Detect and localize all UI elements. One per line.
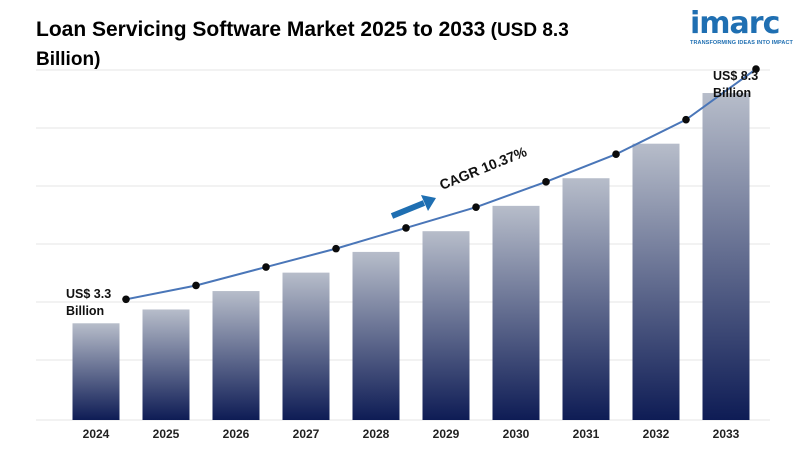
trend-marker-2027: [332, 244, 340, 253]
bar-2028: [352, 251, 400, 420]
trend-marker-2032: [682, 115, 690, 124]
x-tick-2033: 2033: [713, 427, 740, 441]
x-tick-2029: 2029: [433, 427, 460, 441]
logo-tagline: TRANSFORMING IDEAS INTO IMPACT: [690, 40, 794, 46]
trend-marker-2024: [122, 295, 130, 304]
bar-2030: [492, 205, 540, 420]
bar-2027: [282, 272, 330, 420]
bar-2025: [142, 309, 190, 420]
trend-marker-2029: [472, 203, 480, 211]
bar-2033: [702, 93, 750, 421]
x-tick-2028: 2028: [363, 427, 390, 441]
x-tick-2026: 2026: [223, 427, 250, 441]
x-tick-2025: 2025: [153, 427, 180, 441]
trend-marker-2031: [612, 150, 620, 159]
trend-line: [122, 65, 760, 304]
bar-2024: [72, 323, 120, 420]
x-tick-2032: 2032: [643, 427, 670, 441]
bar-2031: [562, 178, 610, 420]
chart-title: Loan Servicing Software Market 2025 to 2…: [36, 16, 656, 74]
x-tick-2031: 2031: [573, 427, 600, 441]
trend-polyline: [125, 68, 757, 301]
trend-marker-2028: [402, 224, 410, 232]
title-main: Loan Servicing Software Market 2025 to 2…: [36, 18, 486, 41]
trend-marker-2033: [752, 65, 760, 73]
title-sub-line2: Billion: [36, 49, 95, 70]
bar-2029: [422, 231, 470, 420]
x-tick-2024: 2024: [83, 427, 110, 441]
start-annotation-line2: Billion: [66, 304, 104, 318]
logo-wordmark: imarc: [690, 6, 780, 41]
x-tick-2027: 2027: [293, 427, 320, 441]
trend-marker-2030: [542, 178, 550, 186]
cagr-arrow: [390, 195, 436, 219]
end-annotation-line1: US$ 8.3: [713, 69, 758, 83]
start-annotation-line1: US$ 3.3: [66, 287, 111, 301]
imarc-logo: imarc TRANSFORMING IDEAS INTO IMPACT: [690, 6, 794, 52]
trend-marker-2026: [262, 263, 270, 271]
bars: [72, 93, 750, 421]
trend-marker-2025: [192, 281, 200, 290]
cagr-label: CAGR 10.37%: [437, 143, 529, 193]
title-sub-open: (USD 8.3: [485, 20, 569, 41]
title-sub-close: ): [94, 49, 101, 70]
bar-2026: [212, 291, 260, 420]
x-axis-ticks: 2024 2025 2026 2027 2028 2029 2030 2031 2032 2033: [83, 427, 740, 441]
x-tick-2030: 2030: [503, 427, 530, 441]
bar-2032: [632, 143, 680, 420]
end-annotation-line2: Billion: [713, 86, 751, 100]
